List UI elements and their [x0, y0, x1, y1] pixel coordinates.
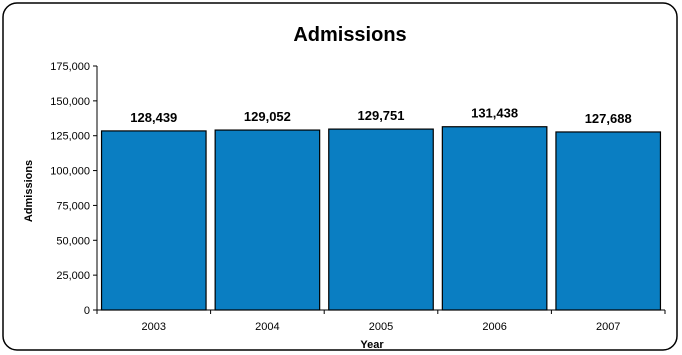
x-tick-label: 2006 [482, 321, 506, 333]
data-label: 127,688 [585, 111, 632, 126]
x-tick-label: 2004 [255, 321, 279, 333]
x-axis-title: Year [360, 339, 384, 351]
bar [555, 131, 662, 311]
bar [100, 130, 207, 311]
data-label: 129,751 [358, 108, 405, 123]
bar [214, 129, 321, 311]
x-tick-label: 2003 [142, 321, 166, 333]
y-tick-label: 125,000 [50, 131, 90, 143]
y-tick-label: 75,000 [56, 200, 90, 212]
y-axis-title: Admissions [23, 160, 35, 222]
admissions-chart: Admissions Admissions Year 0 25,000 50,000… [2, 2, 678, 351]
bar [441, 126, 548, 311]
x-tick-label: 2007 [596, 321, 620, 333]
y-tick-label: 100,000 [50, 166, 90, 178]
y-tick-label: 0 [84, 305, 90, 317]
data-label: 129,052 [244, 109, 291, 124]
x-tick-label: 2005 [369, 321, 393, 333]
y-tick-label: 150,000 [50, 96, 90, 108]
data-label: 128,439 [130, 110, 177, 125]
data-label: 131,438 [471, 106, 518, 121]
bar [328, 128, 434, 311]
y-tick-label: 175,000 [50, 61, 90, 73]
y-tick-label: 50,000 [56, 235, 90, 247]
plot-area: 0 25,000 50,000 75,000 100,000 125,000 150,000… [50, 61, 666, 333]
y-tick-label: 25,000 [56, 270, 90, 282]
chart-title: Admissions [293, 24, 406, 46]
